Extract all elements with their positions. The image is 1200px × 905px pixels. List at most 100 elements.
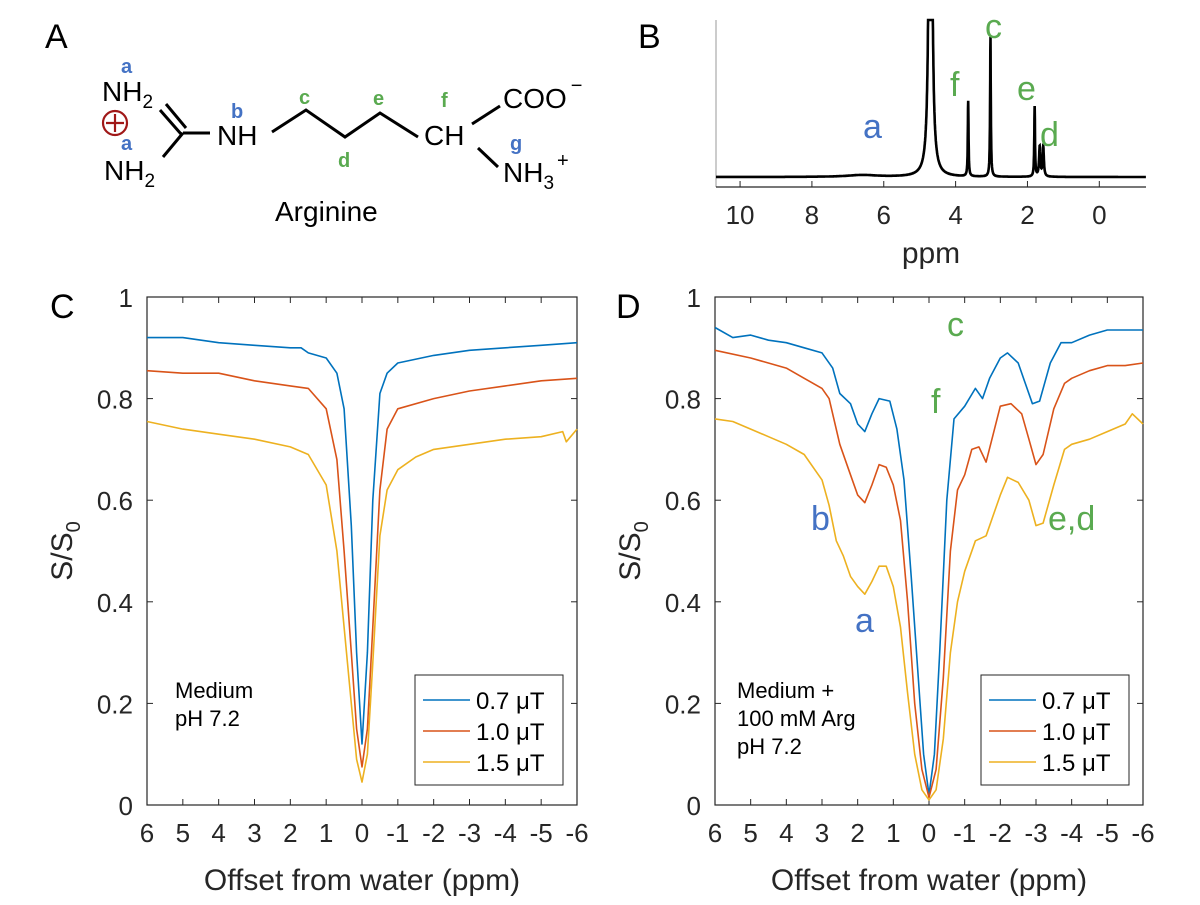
condition-text: pH 7.2 <box>175 706 240 731</box>
peak-label-e: e <box>1017 70 1036 108</box>
x-tick-label: 0 <box>922 818 936 848</box>
x-tick-label: 2 <box>283 818 297 848</box>
nmr-spectrum-line <box>716 18 1146 179</box>
x-tick-label: -5 <box>1096 818 1119 848</box>
x-tick-label: -5 <box>530 818 553 848</box>
series-line-1 <box>714 349 1144 799</box>
y-tick-label: 0.8 <box>665 385 701 415</box>
x-tick-label: 5 <box>176 818 190 848</box>
label-c: c <box>299 87 310 109</box>
x-tick-label: 6 <box>877 200 891 230</box>
y-axis-label: S/S0 <box>614 521 653 580</box>
x-tick-label: -3 <box>458 818 481 848</box>
label-e: e <box>373 88 384 110</box>
x-tick-label: 2 <box>850 818 864 848</box>
panel-c-z-spectrum-medium: 6 5 4 3 2 1 0 -1 -2 -3 -4 -5 -600.20.40.60.81Offset … <box>46 283 589 897</box>
x-tick-label: -1 <box>386 818 409 848</box>
y-tick-label: 1 <box>687 283 701 313</box>
series-line-2 <box>146 420 578 783</box>
legend-label: 1.5 μT <box>476 750 545 777</box>
legend-label: 0.7 μT <box>476 688 545 715</box>
legend-box <box>980 674 1130 786</box>
peak-label-ed: e,d <box>1048 500 1095 538</box>
bonds <box>158 103 501 169</box>
x-tick-label: 4 <box>779 818 793 848</box>
x-tick-label: -1 <box>953 818 976 848</box>
x-axis-label: ppm <box>902 237 960 270</box>
series-line-0 <box>147 336 578 745</box>
x-tick-label: 10 <box>726 200 755 230</box>
x-tick-label: -4 <box>494 818 517 848</box>
x-tick-label: 6 <box>140 818 154 848</box>
x-axis-label: Offset from water (ppm) <box>204 864 520 897</box>
atom-ch: CH <box>424 120 464 151</box>
x-tick-label: 6 <box>708 818 722 848</box>
peak-label-c: c <box>947 306 964 344</box>
peak-label-a: a <box>855 602 874 640</box>
y-tick-label: 0 <box>687 791 701 821</box>
panel-a-arginine-structure: A a NH2 a NH2 b NH c d e f CH COO − g NH3… <box>45 18 582 227</box>
label-b: b <box>231 101 243 123</box>
x-axis-label: Offset from water (ppm) <box>771 864 1087 897</box>
peak-label-c: c <box>985 8 1002 46</box>
condition-text: Medium + <box>737 678 834 703</box>
positive-charge-icon <box>101 109 129 137</box>
panel-label-b: B <box>638 18 661 56</box>
series-line-2 <box>714 413 1144 801</box>
x-tick-label: -6 <box>1131 818 1154 848</box>
peak-label-b: b <box>811 500 830 538</box>
label-a-bottom: a <box>121 133 133 155</box>
x-tick-label: 1 <box>886 818 900 848</box>
atom-nh3: NH3+ <box>503 150 569 194</box>
label-d: d <box>338 150 350 172</box>
condition-text: Medium <box>175 678 253 703</box>
peak-label-d: d <box>1040 116 1059 154</box>
y-tick-label: 0.6 <box>665 486 701 516</box>
x-tick-label: 5 <box>743 818 757 848</box>
x-tick-label: -2 <box>989 818 1012 848</box>
y-tick-label: 0 <box>119 791 133 821</box>
x-tick-label: -3 <box>1024 818 1047 848</box>
peak-label-a: a <box>863 108 882 146</box>
x-tick-label: 1 <box>319 818 333 848</box>
atom-nh2-bottom: NH2 <box>104 155 155 192</box>
y-tick-label: 0.2 <box>97 689 133 719</box>
condition-text: 100 mM Arg <box>737 706 856 731</box>
x-tick-label: -4 <box>1060 818 1083 848</box>
condition-text: pH 7.2 <box>737 734 802 759</box>
atom-nh2-top: NH2 <box>102 76 153 113</box>
legend-box <box>414 674 564 786</box>
x-tick-label: 3 <box>247 818 261 848</box>
legend-label: 0.7 μT <box>1042 688 1111 715</box>
x-tick-label: 3 <box>815 818 829 848</box>
legend-label: 1.5 μT <box>1042 750 1111 777</box>
panel-label-d: D <box>616 288 641 326</box>
x-tick-label: -6 <box>565 818 588 848</box>
panel-label-a: A <box>45 18 68 56</box>
panel-d-z-spectrum-arginine: 6 5 4 3 2 1 0 -1 -2 -3 -4 -5 -600.20.40.60.81Offset … <box>614 283 1155 897</box>
peak-label-f: f <box>950 66 960 104</box>
peak-label-f: f <box>931 383 941 421</box>
label-f: f <box>441 90 448 112</box>
x-tick-label: -2 <box>422 818 445 848</box>
x-tick-label: 0 <box>355 818 369 848</box>
y-tick-label: 0.4 <box>97 588 133 618</box>
legend-label: 1.0 μT <box>476 719 545 746</box>
x-tick-label: 4 <box>948 200 962 230</box>
y-tick-label: 0.8 <box>97 385 133 415</box>
label-a-top: a <box>121 56 133 78</box>
x-tick-label: 0 <box>1092 200 1106 230</box>
atom-nh: NH <box>217 120 257 151</box>
molecule-name: Arginine <box>275 196 378 227</box>
series-line-1 <box>146 369 578 768</box>
y-tick-label: 1 <box>119 283 133 313</box>
x-tick-label: 2 <box>1020 200 1034 230</box>
y-axis-label: S/S0 <box>46 521 85 580</box>
y-tick-label: 0.4 <box>665 588 701 618</box>
atom-coo: COO − <box>503 75 582 114</box>
series-line-0 <box>714 326 1143 796</box>
y-tick-label: 0.2 <box>665 689 701 719</box>
legend-label: 1.0 μT <box>1042 719 1111 746</box>
